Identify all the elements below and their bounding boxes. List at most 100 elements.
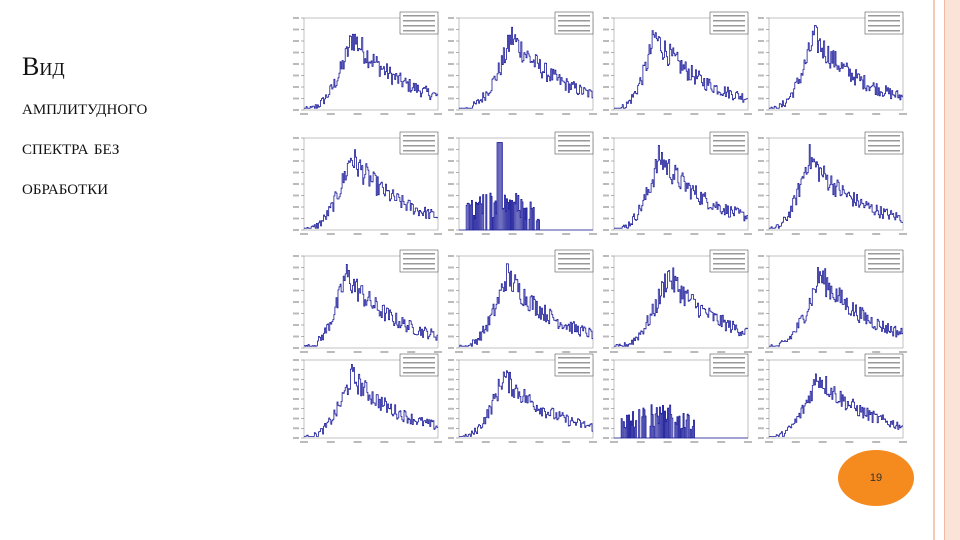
tick-label-image	[603, 194, 609, 197]
stats-text-image	[868, 150, 900, 152]
tick-label-image	[758, 289, 764, 292]
tick-label-image	[744, 351, 752, 353]
tick-label-image	[448, 301, 454, 303]
stats-text-image	[558, 145, 590, 147]
tick-label-image	[744, 441, 752, 443]
stats-box	[554, 11, 594, 35]
histogram-image	[459, 142, 593, 231]
tick-label-image	[293, 359, 299, 361]
stats-box	[709, 353, 749, 377]
tick-label-image	[293, 137, 299, 139]
stats-box	[864, 11, 904, 35]
stats-text-image	[558, 30, 590, 32]
histogram-image	[304, 149, 438, 229]
stats-box	[709, 11, 749, 35]
stats-text-image	[403, 263, 435, 265]
tick-label-image	[293, 368, 299, 371]
tick-label-image	[717, 113, 726, 115]
tick-label-image	[326, 351, 335, 353]
tick-label-image	[690, 233, 699, 235]
tick-label-image	[744, 113, 752, 115]
stats-text-image	[403, 362, 435, 364]
tick-label-image	[765, 441, 773, 443]
tick-label-image	[610, 233, 618, 235]
tick-label-image	[481, 441, 490, 443]
tick-label-image	[603, 51, 609, 54]
tick-label-image	[448, 160, 454, 162]
tick-label-image	[899, 233, 907, 235]
stats-text-image	[713, 30, 745, 32]
tick-label-image	[293, 407, 299, 410]
tick-label-image	[293, 109, 299, 111]
histogram-image	[769, 144, 903, 229]
tick-label-image	[603, 347, 609, 349]
stats-text-image	[713, 150, 745, 152]
tick-label-image	[603, 40, 609, 42]
stats-text-image	[403, 15, 435, 17]
tick-label-image	[758, 378, 764, 381]
tick-label-image	[293, 63, 299, 65]
histogram-image	[304, 33, 438, 109]
tick-label-image	[508, 233, 517, 235]
stats-text-image	[868, 253, 900, 255]
tick-label-image	[603, 171, 609, 174]
tick-label-image	[293, 74, 299, 77]
tick-label-image	[758, 109, 764, 111]
tick-label-image	[758, 148, 764, 151]
stats-text-image	[403, 357, 435, 359]
tick-label-image	[407, 351, 416, 353]
tick-label-image	[663, 113, 672, 115]
tick-label-image	[407, 441, 416, 443]
tick-label-image	[818, 113, 827, 115]
tick-label-image	[448, 217, 454, 220]
tick-label-image	[434, 351, 442, 353]
tick-label-image	[448, 194, 454, 197]
stats-text-image	[558, 253, 590, 255]
stats-text-image	[868, 20, 900, 22]
tick-label-image	[603, 301, 609, 303]
tick-label-image	[535, 351, 544, 353]
tick-label-image	[508, 113, 517, 115]
tick-label-image	[293, 17, 299, 19]
tick-label-image	[603, 63, 609, 65]
tick-label-image	[448, 427, 454, 430]
stats-text-image	[868, 362, 900, 364]
page-number: 19	[838, 450, 914, 506]
tick-label-image	[603, 335, 609, 338]
tick-label-image	[758, 324, 764, 326]
stats-text-image	[713, 367, 745, 369]
stats-text-image	[713, 362, 745, 364]
tick-label-image	[603, 97, 609, 100]
tick-label-image	[380, 351, 389, 353]
stats-text-image	[713, 140, 745, 142]
tick-label-image	[791, 441, 800, 443]
tick-label-image	[434, 233, 442, 235]
tick-label-image	[448, 388, 454, 391]
tick-label-image	[872, 441, 881, 443]
stats-box	[554, 249, 594, 273]
tick-label-image	[293, 427, 299, 430]
tick-label-image	[508, 441, 517, 443]
tick-label-image	[407, 233, 416, 235]
tick-label-image	[690, 113, 699, 115]
tick-label-image	[353, 351, 362, 353]
tick-label-image	[448, 109, 454, 111]
tick-label-image	[758, 28, 764, 31]
stats-text-image	[713, 263, 745, 265]
tick-label-image	[603, 217, 609, 220]
tick-label-image	[758, 278, 764, 280]
tick-label-image	[603, 368, 609, 371]
tick-label-image	[818, 441, 827, 443]
tick-label-image	[300, 113, 308, 115]
stats-box	[864, 353, 904, 377]
tick-label-image	[448, 148, 454, 151]
tick-label-image	[758, 229, 764, 231]
tick-label-image	[765, 113, 773, 115]
tick-label-image	[407, 113, 416, 115]
tick-label-image	[293, 28, 299, 31]
histogram-image	[459, 26, 593, 109]
tick-label-image	[448, 289, 454, 292]
stats-text-image	[713, 253, 745, 255]
tick-label-image	[758, 388, 764, 391]
